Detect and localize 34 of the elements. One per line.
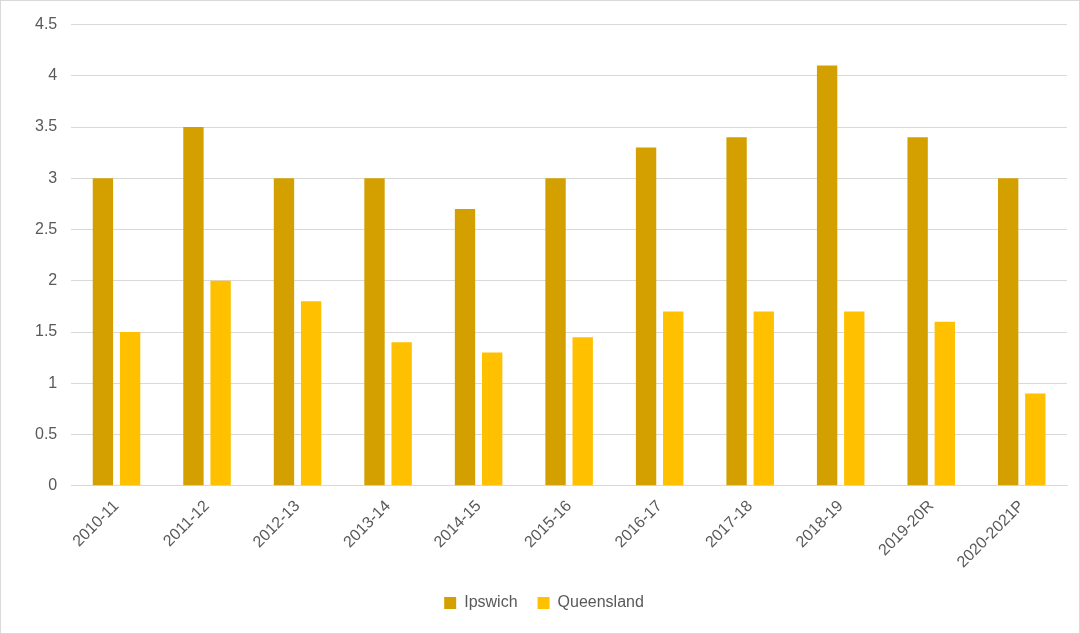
bar [907,137,928,486]
bar [92,178,114,486]
bar [364,178,385,486]
bar [300,301,322,486]
y-tick-label: 2 [48,271,58,289]
y-tick-label: 0.5 [34,424,58,442]
bar [1025,393,1046,486]
bar [934,321,955,486]
bar [844,311,865,486]
bar [273,178,295,486]
y-tick-label: 1 [48,373,58,391]
y-tick-label: 4.5 [34,15,58,33]
bar [816,65,838,486]
y-tick-label: 1.5 [34,322,58,340]
bar [210,280,231,486]
legend-label: Queensland [557,593,644,611]
bar [572,337,593,486]
bar [454,209,476,486]
bar [726,137,747,486]
bar [391,342,412,486]
bar [753,311,774,486]
y-tick-label: 3 [48,168,58,186]
y-tick-label: 4 [48,66,58,84]
y-tick-label: 3.5 [34,117,58,135]
bar [635,147,657,486]
bar [119,332,141,486]
y-tick-label: 0 [48,476,58,494]
bar [997,178,1019,486]
y-tick-label: 2.5 [34,219,58,237]
bar [545,178,566,486]
legend-label: Ipswich [464,593,518,611]
bar [183,127,204,486]
bar [481,352,503,486]
bar [663,311,684,486]
